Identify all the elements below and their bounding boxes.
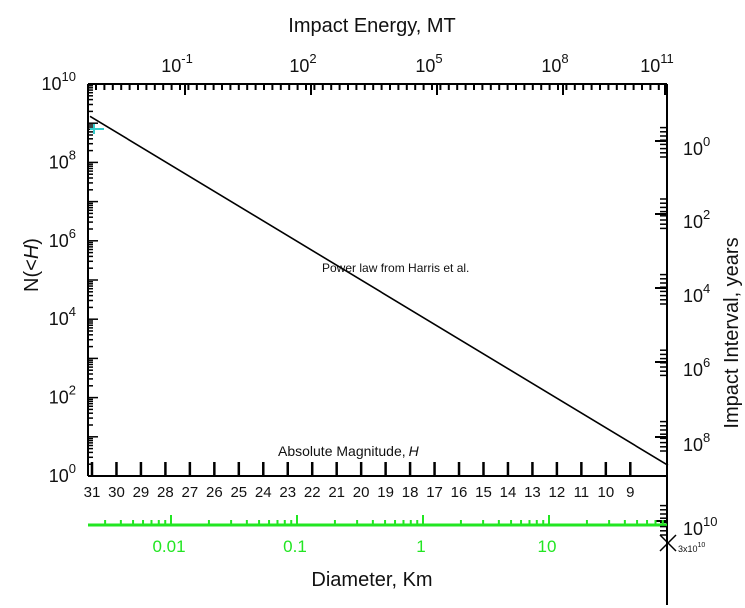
inner-x-axis-label: Absolute Magnitude, H — [278, 443, 420, 459]
series-layer — [89, 115, 677, 552]
right-tick-label: 104 — [683, 281, 710, 306]
h-tick-label: 25 — [230, 484, 247, 501]
h-tick-label: 12 — [549, 484, 566, 501]
h-tick-label: 22 — [304, 484, 321, 501]
h-tick-label: 17 — [426, 484, 443, 501]
x-axis-label: Diameter, Km — [311, 569, 432, 591]
corner-label: 3x1010 — [678, 542, 705, 554]
y-axis-label-text: N(<H) — [21, 238, 43, 292]
h-tick-label: 19 — [377, 484, 394, 501]
y-tick-label: 108 — [49, 147, 76, 172]
diameter-tick-label: 1 — [416, 537, 425, 556]
h-tick-label: 14 — [500, 484, 517, 501]
h-tick-label: 26 — [206, 484, 223, 501]
h-tick-label: 28 — [157, 484, 174, 501]
h-tick-label: 29 — [133, 484, 150, 501]
h-tick-label: 15 — [475, 484, 492, 501]
y-axis-label: N(<H) — [21, 238, 43, 292]
top-tick-label: 108 — [541, 51, 568, 76]
h-tick-label: 27 — [182, 484, 199, 501]
right-tick-label: 106 — [683, 355, 710, 380]
right-tick-label: 102 — [683, 207, 710, 232]
right-tick-label: 1010 — [683, 514, 718, 539]
y-tick-label: 104 — [49, 304, 76, 329]
chart-title: Impact Energy, MT — [288, 15, 455, 37]
h-tick-label: 16 — [451, 484, 468, 501]
h-tick-label: 20 — [353, 484, 370, 501]
h-tick-label: 13 — [524, 484, 541, 501]
power-law-line — [89, 115, 669, 467]
chart-annotation: Power law from Harris et al. — [322, 261, 469, 275]
top-tick-label: 105 — [415, 51, 442, 76]
top-tick-label: 10-1 — [161, 51, 193, 76]
y-tick-label: 102 — [49, 383, 76, 408]
y-tick-label: 100 — [49, 461, 76, 486]
top-tick-label: 102 — [289, 51, 316, 76]
y2-axis-label: Impact Interval, years — [721, 237, 743, 428]
h-tick-label: 18 — [402, 484, 419, 501]
right-tick-label: 108 — [683, 430, 710, 455]
h-tick-label: 24 — [255, 484, 272, 501]
top-tick-label: 1011 — [640, 51, 674, 76]
diameter-tick-label: 0.01 — [152, 537, 185, 556]
y-tick-label: 1010 — [42, 69, 77, 94]
h-tick-label: 10 — [597, 484, 614, 501]
tick-marks — [88, 84, 667, 536]
h-tick-label: 9 — [626, 484, 634, 501]
plot-frame — [87, 83, 668, 605]
h-tick-label: 31 — [84, 484, 101, 501]
h-tick-label: 30 — [108, 484, 125, 501]
h-tick-label: 23 — [279, 484, 296, 501]
diameter-tick-label: 0.1 — [283, 537, 307, 556]
diameter-tick-label: 10 — [538, 537, 557, 556]
h-tick-label: 21 — [328, 484, 345, 501]
right-tick-label: 100 — [683, 134, 710, 159]
corner-marker — [659, 534, 677, 552]
h-tick-label: 11 — [574, 484, 590, 501]
y-tick-label: 106 — [49, 226, 76, 251]
